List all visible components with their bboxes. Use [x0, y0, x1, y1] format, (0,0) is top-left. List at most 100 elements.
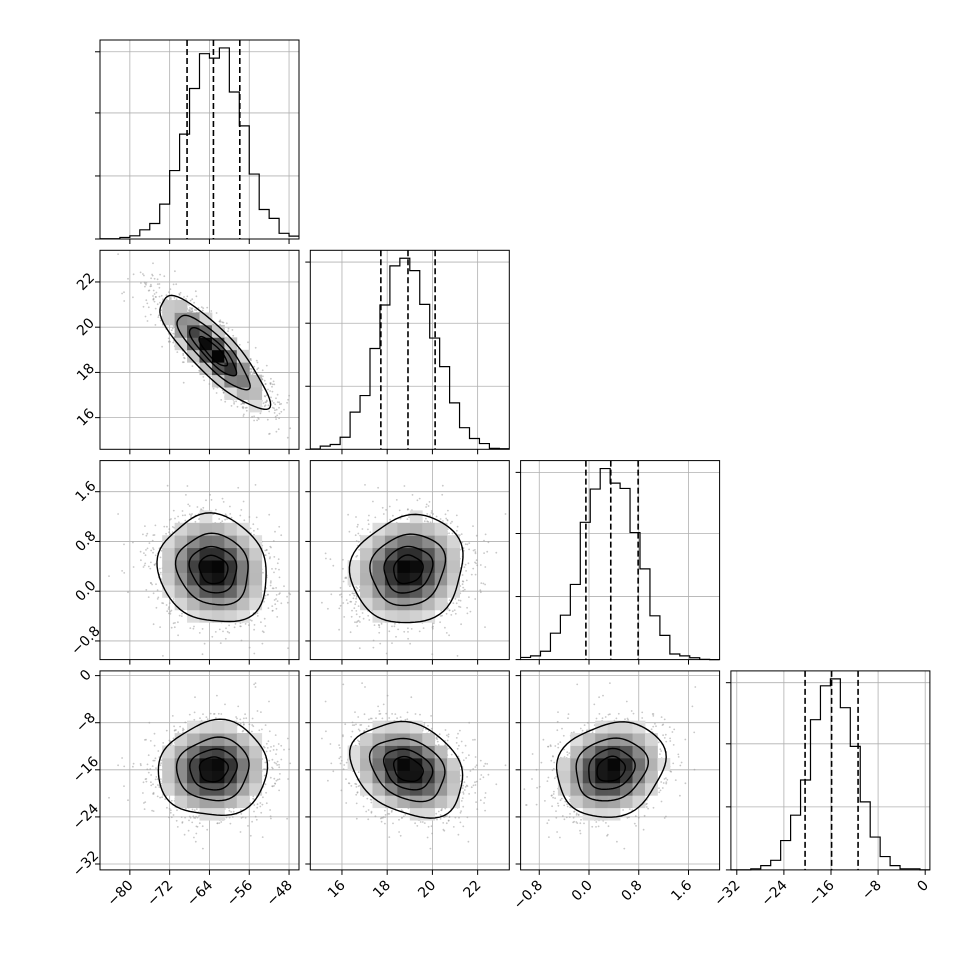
- sample-point: [197, 506, 199, 508]
- sample-point: [184, 514, 186, 516]
- sample-point: [144, 525, 146, 527]
- sample-point: [275, 587, 277, 589]
- sample-point: [159, 296, 161, 298]
- x-tick-label: −16: [806, 877, 838, 909]
- sample-point: [147, 320, 149, 322]
- sample-point: [431, 510, 433, 512]
- sample-point: [355, 610, 357, 612]
- density-cell: [162, 300, 175, 313]
- sample-point: [222, 631, 224, 633]
- sample-point: [266, 400, 268, 402]
- sample-point: [189, 513, 191, 515]
- sample-point: [133, 273, 135, 275]
- sample-point: [243, 414, 245, 416]
- sample-point: [505, 513, 507, 515]
- histogram-panel-3: [516, 461, 720, 665]
- sample-point: [253, 366, 255, 368]
- sample-point: [159, 302, 161, 304]
- density-cell: [162, 560, 175, 573]
- sample-point: [173, 598, 175, 600]
- sample-point: [157, 278, 159, 280]
- sample-point: [374, 624, 376, 626]
- sample-point: [287, 399, 289, 401]
- sample-point: [278, 401, 280, 403]
- sample-point: [341, 596, 343, 598]
- sample-point: [243, 501, 245, 503]
- sample-point: [269, 390, 271, 392]
- sample-point: [277, 394, 279, 396]
- sample-point: [145, 284, 147, 286]
- sample-point: [286, 596, 288, 598]
- sample-point: [184, 520, 186, 522]
- sample-point: [123, 544, 125, 546]
- sample-point: [155, 525, 157, 527]
- sample-point: [158, 315, 160, 317]
- sample-point: [143, 552, 145, 554]
- sample-point: [181, 613, 183, 615]
- sample-point: [349, 585, 351, 587]
- sample-point: [123, 300, 125, 302]
- sample-point: [250, 371, 252, 373]
- sample-point: [283, 585, 285, 587]
- sample-point: [267, 594, 269, 596]
- sample-point: [246, 407, 248, 409]
- sample-point: [159, 287, 161, 289]
- sample-point: [165, 533, 167, 535]
- sample-point: [276, 431, 278, 433]
- sample-point: [287, 437, 289, 439]
- sample-point: [182, 361, 184, 363]
- sample-point: [133, 566, 135, 568]
- sample-point: [174, 518, 176, 520]
- sample-point: [270, 585, 272, 587]
- density-cell: [249, 560, 262, 573]
- sample-point: [235, 401, 237, 403]
- sample-point: [117, 253, 119, 255]
- sample-point: [152, 262, 154, 264]
- sample-point: [368, 515, 370, 517]
- sample-point: [160, 572, 162, 574]
- sample-point: [267, 419, 269, 421]
- sample-point: [367, 615, 369, 617]
- sample-point: [262, 369, 264, 371]
- sample-point: [231, 517, 233, 519]
- sample-point: [168, 608, 170, 610]
- sample-point: [127, 278, 129, 280]
- sample-point: [225, 638, 227, 640]
- sample-point: [177, 634, 179, 636]
- sample-point: [234, 626, 236, 628]
- sample-point: [439, 621, 441, 623]
- sample-point: [233, 403, 235, 405]
- sample-point: [273, 572, 275, 574]
- sample-point: [154, 301, 156, 303]
- sample-point: [354, 621, 356, 623]
- sample-point: [227, 631, 229, 633]
- sample-point: [229, 513, 231, 515]
- sample-point: [248, 624, 250, 626]
- sample-point: [160, 557, 162, 559]
- sample-point: [264, 618, 266, 620]
- x-tick-label: −32: [711, 877, 743, 909]
- sample-point: [270, 580, 272, 582]
- density-cell: [200, 560, 213, 573]
- sample-point: [149, 568, 151, 570]
- sample-point: [148, 566, 150, 568]
- sample-point: [210, 375, 212, 377]
- sample-point: [153, 623, 155, 625]
- density-cell: [249, 597, 262, 610]
- sample-point: [209, 383, 211, 385]
- sample-point: [320, 573, 322, 575]
- sample-point: [204, 643, 206, 645]
- sample-point: [210, 310, 212, 312]
- sample-point: [483, 583, 485, 585]
- sample-point: [151, 584, 153, 586]
- sample-point: [260, 621, 262, 623]
- sample-point: [170, 611, 172, 613]
- sample-point: [255, 484, 257, 486]
- sample-point: [457, 526, 459, 528]
- sample-point: [241, 640, 243, 642]
- sample-point: [270, 378, 272, 380]
- sample-point: [203, 380, 205, 382]
- sample-point: [180, 292, 182, 294]
- sample-point: [407, 638, 409, 640]
- density-cells: [162, 300, 262, 412]
